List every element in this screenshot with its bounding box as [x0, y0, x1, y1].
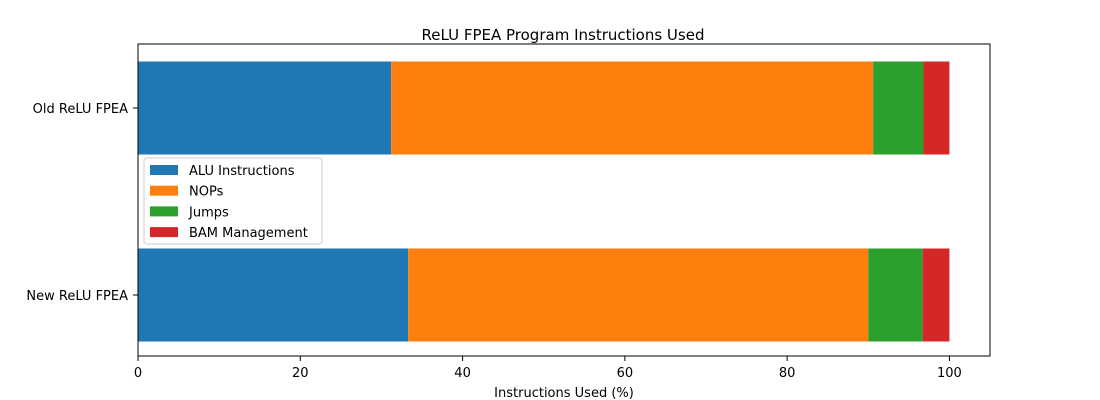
bar-0-1: [391, 61, 874, 155]
bar-1-2: [868, 248, 923, 342]
y-tick-label-0: Old ReLU FPEA: [33, 102, 128, 117]
chart-title: ReLU FPEA Program Instructions Used: [422, 26, 705, 44]
axes-layer: 0 20 40 60 80 100 Old ReLU FPEA New ReLU FPEA: [26, 102, 961, 381]
bar-0-3: [923, 61, 950, 155]
bar-1-1: [408, 248, 869, 342]
legend-label-1: NOPs: [189, 185, 224, 200]
legend-swatch-0: [150, 165, 178, 175]
bar-0-2: [873, 61, 924, 155]
bar-1-0: [138, 248, 409, 342]
x-axis-label: Instructions Used (%): [494, 386, 634, 400]
legend-label-2: Jumps: [188, 205, 229, 220]
legend-label-3: BAM Management: [189, 226, 308, 241]
legend: ALU Instructions NOPs Jumps BAM Management: [143, 157, 323, 245]
x-tick-label-5: 100: [937, 366, 962, 381]
x-tick-label-3: 60: [617, 366, 634, 381]
legend-swatch-3: [150, 227, 178, 238]
bar-1-3: [922, 248, 950, 342]
legend-box: [143, 157, 323, 245]
y-tick-label-1: New ReLU FPEA: [26, 289, 128, 304]
legend-label-0: ALU Instructions: [189, 164, 295, 179]
plot-frame: [137, 43, 991, 357]
legend-swatch-2: [150, 206, 178, 217]
legend-swatch-1: [150, 185, 178, 196]
x-tick-label-4: 80: [779, 366, 796, 381]
bar-0-0: [138, 61, 392, 155]
x-tick-label-2: 40: [454, 366, 471, 381]
bars-layer: [138, 61, 950, 342]
x-tick-label-1: 20: [292, 366, 309, 381]
x-tick-label-0: 0: [134, 366, 142, 381]
